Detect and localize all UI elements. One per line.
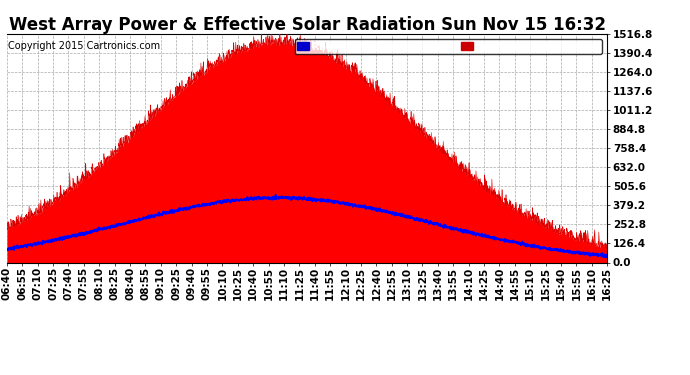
- Title: West Array Power & Effective Solar Radiation Sun Nov 15 16:32: West Array Power & Effective Solar Radia…: [8, 16, 606, 34]
- Legend: Radiation (Effective w/m2), West Array (DC Watts): Radiation (Effective w/m2), West Array (…: [295, 39, 602, 54]
- Text: Copyright 2015 Cartronics.com: Copyright 2015 Cartronics.com: [8, 40, 159, 51]
